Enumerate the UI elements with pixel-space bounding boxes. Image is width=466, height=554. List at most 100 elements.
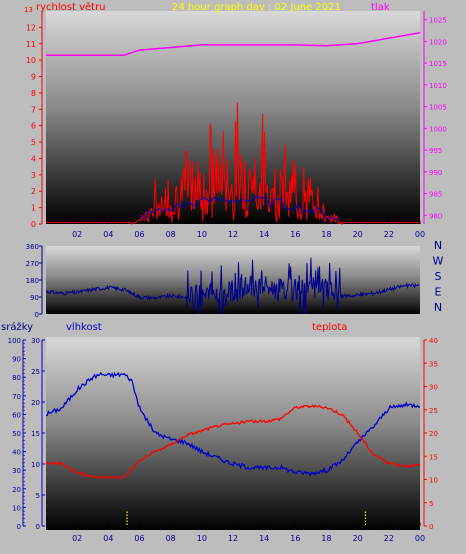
rain-tick-label: 30 xyxy=(12,467,21,475)
wind-speed-tick-label: 9 xyxy=(31,73,36,82)
wind-speed-tick-label: 2 xyxy=(31,187,36,196)
rain-tick-label: 80 xyxy=(12,374,21,382)
rain-tick-label: 0 xyxy=(17,523,21,531)
rain-tick-label: 100 xyxy=(8,337,21,345)
rain-tick-label: 40 xyxy=(12,449,21,457)
direction-tick-label: 0 xyxy=(35,311,39,319)
direction-tick-label: 270 xyxy=(26,260,39,268)
x-tick-label: 14 xyxy=(259,230,269,239)
wind-speed-tick-label: 11 xyxy=(26,40,36,49)
x-tick-label: 04 xyxy=(103,534,113,543)
humidity-tick-label: 30 xyxy=(31,337,40,345)
x-tick-label: 08 xyxy=(166,230,176,239)
x-tick-label: 14 xyxy=(259,534,269,543)
wind-speed-tick-label: 6 xyxy=(31,122,36,131)
temperature-tick-label: 15 xyxy=(429,453,438,461)
rain-tick-label: 70 xyxy=(12,393,21,401)
direction-tick-label: 360 xyxy=(26,243,39,251)
compass-label-n: N xyxy=(434,301,442,314)
pressure-tick-label: 1015 xyxy=(429,60,447,68)
rain-tick-label: 10 xyxy=(12,504,21,512)
wind-pressure-plot-area xyxy=(46,11,420,224)
x-tick-label: 02 xyxy=(72,534,82,543)
x-tick-label: 06 xyxy=(134,230,144,239)
rain-axis-title: srážky xyxy=(1,321,33,333)
rain-tick-label: 90 xyxy=(12,356,21,364)
x-tick-label: 10 xyxy=(197,534,207,543)
temperature-tick-label: 0 xyxy=(429,523,433,531)
compass-label-e: E xyxy=(435,286,442,299)
humidity-tick-label: 10 xyxy=(31,461,40,469)
rain-tick-label: 20 xyxy=(12,486,21,494)
wind-axis-top-tick: 13 xyxy=(24,6,33,14)
wind-speed-tick-label: 1 xyxy=(31,204,36,213)
temperature-tick-label: 5 xyxy=(429,500,433,508)
rain-tick-label: 50 xyxy=(12,430,21,438)
pressure-tick-label: 1010 xyxy=(429,82,447,90)
wind-speed-tick-label: 7 xyxy=(31,105,36,114)
x-tick-label: 16 xyxy=(290,534,300,543)
temperature-axis-title: teplota xyxy=(312,322,347,333)
wind-speed-tick-label: 12 xyxy=(26,23,36,32)
x-tick-label: 00 xyxy=(415,230,425,239)
x-tick-label: 04 xyxy=(103,230,113,239)
pressure-tick-label: 1000 xyxy=(429,125,447,133)
pressure-tick-label: 995 xyxy=(429,147,442,155)
compass-label-s: S xyxy=(435,270,442,283)
pressure-tick-label: 1020 xyxy=(429,38,447,46)
temperature-tick-label: 30 xyxy=(429,384,438,392)
x-tick-label: 00 xyxy=(415,534,425,543)
x-tick-label: 20 xyxy=(353,230,363,239)
pressure-tick-label: 1025 xyxy=(429,17,447,25)
humidity-tick-label: 25 xyxy=(31,368,40,376)
chart-title: 24 hour graph day : 02 June 2021 xyxy=(172,2,341,13)
humidity-series-line xyxy=(46,371,421,477)
temperature-series-line xyxy=(45,404,421,480)
x-tick-label: 20 xyxy=(353,534,363,543)
compass-label-n: N xyxy=(434,239,442,252)
wind-speed-tick-label: 8 xyxy=(31,89,36,98)
wind-direction-plot-area xyxy=(46,246,420,314)
x-tick-label: 12 xyxy=(228,230,238,239)
wind-speed-tick-label: 0 xyxy=(31,220,36,229)
temperature-tick-label: 35 xyxy=(429,360,438,368)
x-tick-label: 18 xyxy=(321,534,331,543)
wind-speed-tick-label: 3 xyxy=(31,171,36,180)
wind-speed-tick-label: 5 xyxy=(31,138,36,147)
x-tick-label: 12 xyxy=(228,534,238,543)
humidity-temp-plot-area xyxy=(46,337,420,530)
wind-speed-axis-title: rychlost větru xyxy=(36,1,106,13)
wind-average-series-line xyxy=(139,195,341,220)
humidity-tick-label: 15 xyxy=(31,430,40,438)
direction-tick-label: 180 xyxy=(26,277,39,285)
rain-tick-label: 60 xyxy=(12,411,21,419)
x-tick-label: 08 xyxy=(166,534,176,543)
pressure-axis-title: tlak xyxy=(371,2,390,13)
humidity-tick-label: 0 xyxy=(36,523,40,531)
wind-speed-tick-label: 10 xyxy=(26,56,36,65)
humidity-tick-label: 5 xyxy=(36,492,40,500)
wind-speed-tick-label: 4 xyxy=(31,154,36,163)
x-tick-label: 06 xyxy=(134,534,144,543)
pressure-tick-label: 1005 xyxy=(429,104,447,112)
wind-speed-series-line xyxy=(46,102,420,225)
pressure-tick-label: 990 xyxy=(429,169,442,177)
temperature-tick-label: 20 xyxy=(429,430,438,438)
humidity-axis-title: vlhkost xyxy=(66,322,102,333)
temperature-tick-label: 40 xyxy=(429,337,438,345)
direction-tick-label: 90 xyxy=(30,294,39,302)
x-tick-label: 16 xyxy=(290,230,300,239)
x-tick-label: 22 xyxy=(384,534,394,543)
pressure-series-line xyxy=(46,31,421,57)
pressure-tick-label: 985 xyxy=(429,191,442,199)
x-tick-label: 22 xyxy=(384,230,394,239)
wind-direction-series-line xyxy=(45,257,420,315)
temperature-tick-label: 10 xyxy=(429,477,438,485)
temperature-tick-label: 25 xyxy=(429,407,438,415)
compass-label-w: W xyxy=(433,255,444,268)
x-tick-label: 18 xyxy=(321,230,331,239)
humidity-tick-label: 20 xyxy=(31,399,40,407)
pressure-tick-label: 980 xyxy=(429,212,442,220)
